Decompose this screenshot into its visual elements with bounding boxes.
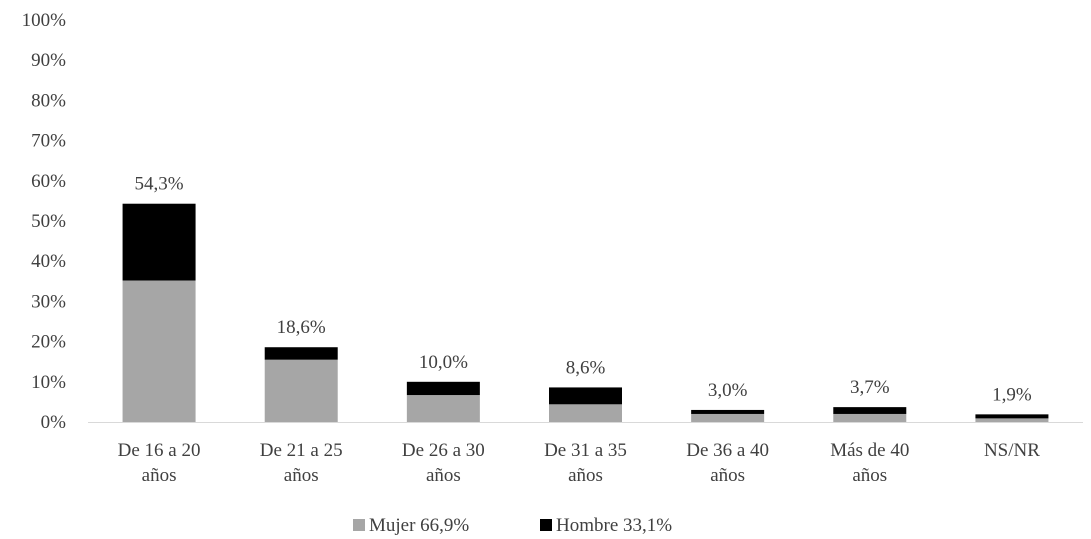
x-category-label: Más de 40 <box>830 440 909 461</box>
x-category-label: años <box>710 465 745 486</box>
legend-label: Hombre 33,1% <box>556 515 672 536</box>
bar-segment-hombre <box>264 347 338 360</box>
bar-segment-mujer <box>406 395 480 422</box>
x-category-label: De 21 a 25 <box>260 440 343 461</box>
x-category-label: De 16 a 20 <box>118 440 201 461</box>
bars <box>122 203 1049 422</box>
bar-segment-mujer <box>549 404 622 422</box>
y-tick-label: 80% <box>31 90 66 111</box>
total-data-label: 18,6% <box>277 317 326 338</box>
x-category-label: años <box>284 465 319 486</box>
bar-segment-mujer <box>264 359 338 422</box>
x-category-label: años <box>426 465 461 486</box>
legend: Mujer 66,9% Hombre 33,1% <box>353 515 672 536</box>
legend-label: Mujer 66,9% <box>369 515 469 536</box>
total-data-label: 8,6% <box>566 357 606 378</box>
legend-swatch <box>353 519 365 531</box>
y-tick-label: 10% <box>31 372 66 393</box>
y-tick-label: 60% <box>31 171 66 192</box>
data-labels: 54,3% 18,6% 10,0% 8,6% 3,0% 3,7% 1,9% <box>135 174 1032 406</box>
bar-segment-mujer <box>691 413 765 422</box>
bar-segment-hombre <box>833 407 907 414</box>
x-category-label: De 26 a 30 <box>402 440 485 461</box>
bar-segment-mujer <box>975 418 1049 422</box>
y-tick-label: 100% <box>22 10 67 31</box>
x-category-label: años <box>852 465 887 486</box>
x-category-label: años <box>568 465 603 486</box>
y-tick-label: 30% <box>31 291 66 312</box>
total-data-label: 3,7% <box>850 377 890 398</box>
x-category-label: De 36 a 40 <box>686 440 769 461</box>
x-axis: De 16 a 20 años De 21 a 25 años De 26 a 30 añ… <box>118 440 1041 486</box>
y-tick-label: 70% <box>31 131 66 152</box>
x-category-label: De 31 a 35 <box>544 440 627 461</box>
total-data-label: 54,3% <box>135 174 184 195</box>
y-tick-label: 40% <box>31 251 66 272</box>
bar-segment-hombre <box>406 381 480 396</box>
total-data-label: 3,0% <box>708 380 748 401</box>
x-category-label: años <box>142 465 177 486</box>
bar-segment-hombre <box>691 409 765 414</box>
y-tick-label: 20% <box>31 332 66 353</box>
bar-segment-mujer <box>833 413 907 422</box>
y-tick-label: 90% <box>31 50 66 71</box>
bar-segment-hombre <box>975 414 1049 419</box>
y-tick-label: 50% <box>31 211 66 232</box>
total-data-label: 10,0% <box>419 352 468 373</box>
legend-swatch <box>540 519 552 531</box>
bar-segment-hombre <box>122 203 196 281</box>
x-category-label: NS/NR <box>984 440 1040 461</box>
total-data-label: 1,9% <box>992 384 1032 405</box>
bar-segment-mujer <box>122 280 196 422</box>
y-axis: 0% 10% 20% 30% 40% 50% 60% 70% 80% 90% 100% <box>22 10 67 433</box>
bar-segment-hombre <box>549 387 622 405</box>
y-tick-label: 0% <box>41 412 67 433</box>
